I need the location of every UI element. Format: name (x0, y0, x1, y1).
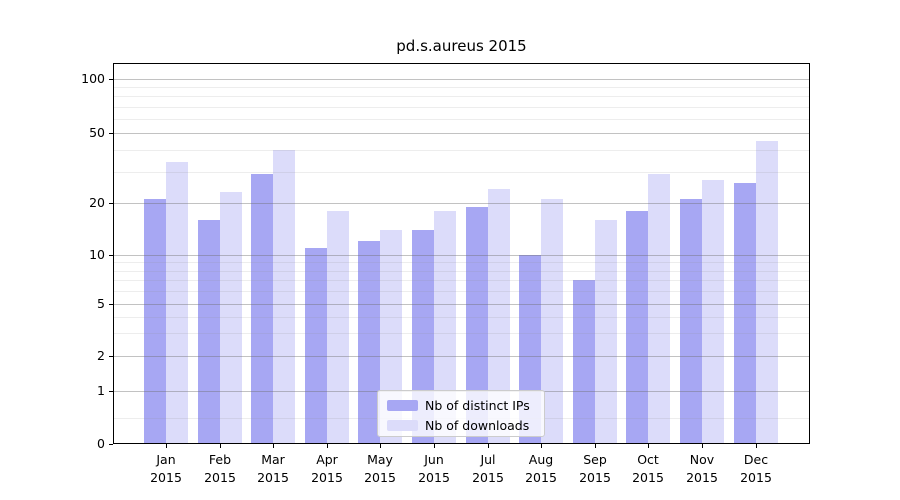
bar-jan-downloads (166, 162, 188, 444)
legend-label-downloads: Nb of downloads (425, 418, 530, 433)
bar-dec-distinct-ips (733, 182, 756, 444)
bar-oct-downloads (648, 174, 671, 444)
bar-oct-distinct-ips (626, 210, 649, 444)
bar-sep-distinct-ips (572, 280, 595, 444)
bar-feb-downloads (219, 192, 242, 444)
legend-label-distinct-ips: Nb of distinct IPs (425, 398, 530, 413)
bar-may-distinct-ips (358, 241, 381, 444)
bar-mar-downloads (273, 149, 296, 444)
bar-jun-downloads (434, 210, 456, 444)
legend-item-distinct-ips: Nb of distinct IPs (378, 397, 544, 414)
bar-nov-distinct-ips (680, 198, 702, 444)
bar-feb-distinct-ips (197, 219, 220, 444)
bar-mar-distinct-ips (251, 174, 274, 444)
bar-jul-distinct-ips (465, 206, 488, 444)
legend-item-downloads: Nb of downloads (378, 417, 544, 434)
bar-apr-downloads (326, 210, 349, 444)
legend: Nb of distinct IPs Nb of downloads (377, 390, 545, 437)
bar-sep-downloads (594, 219, 617, 444)
chart-title: pd.s.aureus 2015 (396, 37, 527, 55)
bar-jul-downloads (487, 188, 510, 444)
legend-swatch-downloads (387, 420, 418, 431)
bar-nov-downloads (702, 179, 724, 444)
legend-swatch-distinct-ips (387, 400, 418, 411)
bar-aug-downloads (541, 198, 564, 444)
bar-dec-downloads (755, 140, 778, 444)
bar-jan-distinct-ips (144, 198, 166, 444)
bar-apr-distinct-ips (304, 247, 327, 444)
